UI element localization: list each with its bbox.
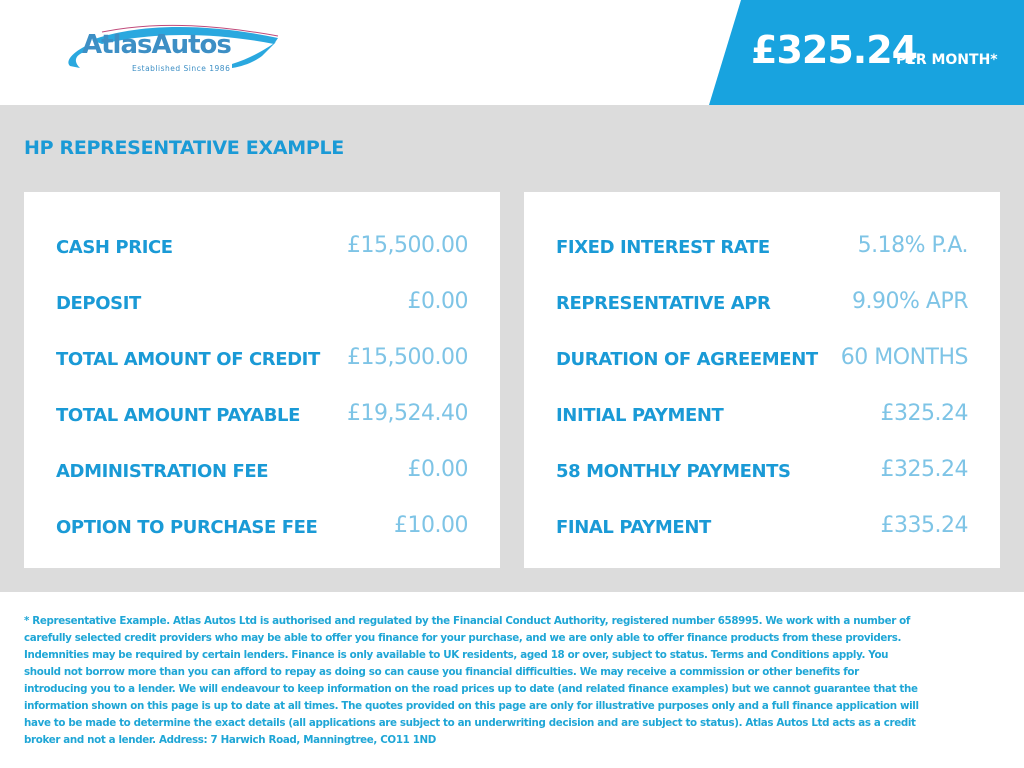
per-month-label: PER MONTH* <box>896 52 998 68</box>
finance-row-label: DEPOSIT <box>56 293 141 314</box>
car-swoosh-icon <box>68 24 279 68</box>
atlas-autos-logo[interactable]: AtlasAutos Established Since 1986 <box>62 22 282 82</box>
finance-row: FINAL PAYMENT £335.24 <box>556 504 969 544</box>
logo-wordmark: AtlasAutos <box>82 30 232 60</box>
finance-row-value: 60 MONTHS <box>840 345 969 370</box>
finance-row-value: £0.00 <box>407 289 469 314</box>
finance-row-label: CASH PRICE <box>56 237 173 258</box>
finance-row: FIXED INTEREST RATE 5.18% P.A. <box>556 224 969 264</box>
finance-row: CASH PRICE £15,500.00 <box>56 224 468 264</box>
finance-summary-card: CASH PRICE £15,500.00 DEPOSIT £0.00 TOTAL AM… <box>24 192 500 568</box>
monthly-price-banner: £325.24 PER MONTH* <box>709 0 1024 105</box>
finance-row: ADMINISTRATION FEE £0.00 <box>56 448 469 488</box>
finance-terms-card: FIXED INTEREST RATE 5.18% P.A. REPRESENTAT… <box>524 192 1000 568</box>
finance-row-label: 58 MONTHLY PAYMENTS <box>556 461 791 482</box>
disclaimer-text: * Representative Example. Atlas Autos Lt… <box>24 615 919 746</box>
finance-row-value: £19,524.40 <box>347 401 468 426</box>
finance-row-label: INITIAL PAYMENT <box>556 405 724 426</box>
finance-row-label: FIXED INTEREST RATE <box>556 237 770 258</box>
finance-row-label: DURATION OF AGREEMENT <box>556 349 818 370</box>
finance-row-label: ADMINISTRATION FEE <box>56 461 269 482</box>
finance-row-label: TOTAL AMOUNT PAYABLE <box>56 405 300 426</box>
finance-row-label: OPTION TO PURCHASE FEE <box>56 517 318 538</box>
finance-row: INITIAL PAYMENT £325.24 <box>556 392 969 432</box>
finance-row-value: £10.00 <box>394 513 468 538</box>
finance-row-value: £15,500.00 <box>347 233 468 258</box>
finance-row-value: £335.24 <box>880 513 969 538</box>
finance-row-value: 5.18% P.A. <box>857 233 969 258</box>
finance-row: DURATION OF AGREEMENT 60 MONTHS <box>556 336 969 376</box>
monthly-price: £325.24 <box>751 28 918 72</box>
finance-row: REPRESENTATIVE APR 9.90% APR <box>556 280 968 320</box>
section-title: HP REPRESENTATIVE EXAMPLE <box>24 137 344 159</box>
finance-row-value: £0.00 <box>407 457 469 482</box>
finance-row: TOTAL AMOUNT PAYABLE £19,524.40 <box>56 392 468 432</box>
finance-row: TOTAL AMOUNT OF CREDIT £15,500.00 <box>56 336 468 376</box>
finance-row-label: REPRESENTATIVE APR <box>556 293 771 314</box>
finance-row: DEPOSIT £0.00 <box>56 280 469 320</box>
finance-row-value: £325.24 <box>880 457 969 482</box>
finance-row-value: 9.90% APR <box>852 289 968 314</box>
finance-row-label: TOTAL AMOUNT OF CREDIT <box>56 349 320 370</box>
finance-row-value: £15,500.00 <box>347 345 468 370</box>
finance-row-label: FINAL PAYMENT <box>556 517 711 538</box>
logo-tagline: Established Since 1986 <box>132 64 231 73</box>
finance-row-value: £325.24 <box>880 401 969 426</box>
finance-row: OPTION TO PURCHASE FEE £10.00 <box>56 504 468 544</box>
finance-row: 58 MONTHLY PAYMENTS £325.24 <box>556 448 969 488</box>
header: AtlasAutos Established Since 1986 £325.2… <box>0 0 1024 105</box>
